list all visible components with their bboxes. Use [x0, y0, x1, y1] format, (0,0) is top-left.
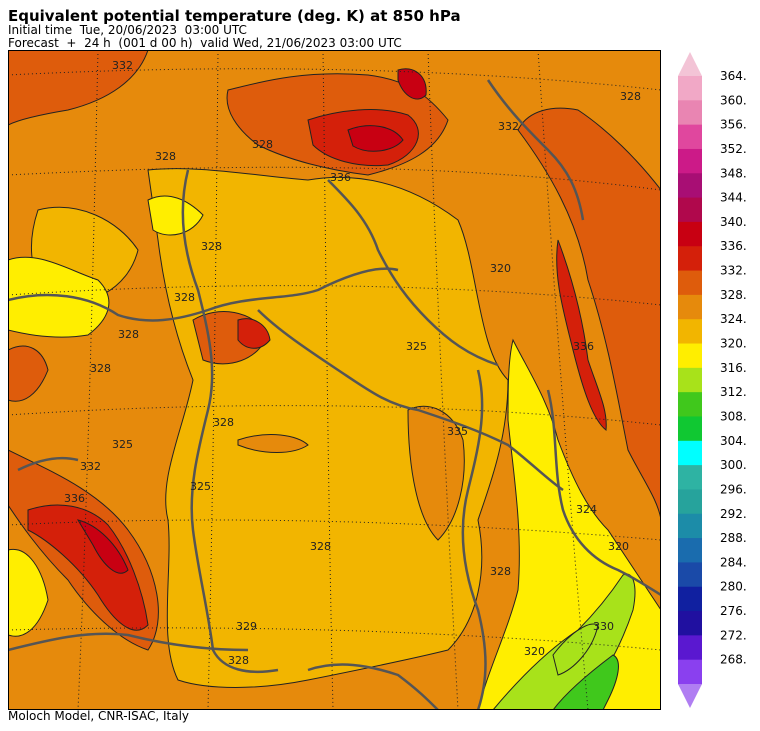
colorbar-swatch — [678, 343, 702, 369]
contour-label: 332 — [498, 120, 519, 133]
contour-label: 330 — [593, 620, 614, 633]
contour-label: 320 — [608, 540, 629, 553]
contour-label: 324 — [576, 503, 597, 516]
contour-label: 328 — [310, 540, 331, 553]
colorbar-label: 312. — [720, 385, 747, 399]
colorbar-swatch — [678, 489, 702, 515]
colorbar-label: 336. — [720, 239, 747, 253]
contour-label: 325 — [406, 340, 427, 353]
contour-label: 328 — [620, 90, 641, 103]
colorbar-label: 356. — [720, 118, 747, 132]
colorbar-swatch — [678, 319, 702, 345]
colorbar-swatch — [678, 416, 702, 442]
colorbar-label: 348. — [720, 166, 747, 180]
contour-label: 336 — [573, 340, 594, 353]
colorbar-swatch — [678, 440, 702, 466]
colorbar-label: 364. — [720, 69, 747, 83]
colorbar-label: 332. — [720, 264, 747, 278]
colorbar-swatch — [678, 659, 702, 685]
colorbar-label: 328. — [720, 288, 747, 302]
colorbar-label: 316. — [720, 361, 747, 375]
contour-label: 328 — [213, 416, 234, 429]
colorbar-label: 296. — [720, 482, 747, 496]
colorbar-label: 288. — [720, 531, 747, 545]
colorbar-label: 304. — [720, 434, 747, 448]
contour-label: 320 — [490, 262, 511, 275]
colorbar-swatch — [678, 367, 702, 393]
contour-label: 329 — [236, 620, 257, 633]
colorbar-swatch — [678, 173, 702, 199]
colorbar-swatch — [678, 270, 702, 296]
colorbar-label: 360. — [720, 93, 747, 107]
contour-label: 328 — [90, 362, 111, 375]
colorbar-label: 292. — [720, 507, 747, 521]
contour-label: 320 — [524, 645, 545, 658]
colorbar-label: 268. — [720, 653, 747, 667]
colorbar-swatch — [678, 246, 702, 272]
forecast-valid-time: Forecast + 24 h (001 d 00 h) valid Wed, … — [8, 36, 402, 50]
contour-label: 336 — [64, 492, 85, 505]
colorbar-swatch — [678, 148, 702, 174]
contour-label: 325 — [112, 438, 133, 451]
field-332-east — [517, 107, 661, 521]
colorbar-swatch — [678, 635, 702, 661]
colorbar-swatch — [678, 538, 702, 563]
weather-map: 332 328 328 336 328 332 328 320 328 328 … — [8, 50, 661, 710]
contour-label: 328 — [252, 138, 273, 151]
coastlines — [8, 79, 661, 710]
colorbar-bottom-arrow — [678, 684, 702, 708]
colorbar-swatch — [678, 465, 702, 490]
colorbar-swatch — [678, 392, 702, 417]
colorbar-label: 344. — [720, 191, 747, 205]
colorbar-swatch — [678, 76, 702, 101]
colorbar-swatch — [678, 100, 702, 126]
field-340-north — [347, 125, 404, 152]
contour-label: 336 — [330, 171, 351, 184]
colorbar-label: 324. — [720, 312, 747, 326]
colorbar-swatch — [678, 513, 702, 539]
colorbar-label: 340. — [720, 215, 747, 229]
contour-labels: 332 328 328 336 328 332 328 320 328 328 … — [64, 59, 641, 667]
graticule — [8, 50, 661, 710]
field-312-southeast — [552, 654, 619, 710]
colorbar-swatch — [678, 124, 702, 150]
colorbar-label: 276. — [720, 604, 747, 618]
colorbar-label: 320. — [720, 337, 747, 351]
colorbar-swatch — [678, 562, 702, 588]
colorbar-top-arrow — [678, 52, 702, 76]
colorbar-label: 300. — [720, 458, 747, 472]
colorbar-swatch — [678, 197, 702, 223]
colorbar-swatch — [678, 221, 702, 247]
footer-credit: Moloch Model, CNR-ISAC, Italy — [8, 709, 190, 723]
chart-title: Equivalent potential temperature (deg. K… — [8, 7, 461, 25]
contour-label: 325 — [190, 480, 211, 493]
colorbar: 364. 360. 356. 352. 348. 344. 340. 336. 332. 328.… — [678, 52, 747, 708]
contour-label: 328 — [118, 328, 139, 341]
initial-time: Initial time Tue, 20/06/2023 03:00 UTC — [8, 23, 247, 37]
field-324-central — [147, 168, 509, 688]
colorbar-label: 272. — [720, 628, 747, 642]
colorbar-label: 308. — [720, 409, 747, 423]
contour-label: 328 — [201, 240, 222, 253]
contour-label: 335 — [447, 425, 468, 438]
colorbar-swatch — [678, 586, 702, 612]
colorbar-swatch — [678, 294, 702, 320]
contour-label: 328 — [174, 291, 195, 304]
colorbar-label: 352. — [720, 142, 747, 156]
colorbar-label: 284. — [720, 555, 747, 569]
colorbar-swatch — [678, 611, 702, 636]
field-320-west — [8, 256, 110, 338]
colorbar-label: 280. — [720, 580, 747, 594]
contour-label: 328 — [228, 654, 249, 667]
contour-label: 332 — [80, 460, 101, 473]
map-frame — [8, 50, 661, 710]
contour-label: 332 — [112, 59, 133, 72]
contour-label: 328 — [490, 565, 511, 578]
contour-label: 328 — [155, 150, 176, 163]
